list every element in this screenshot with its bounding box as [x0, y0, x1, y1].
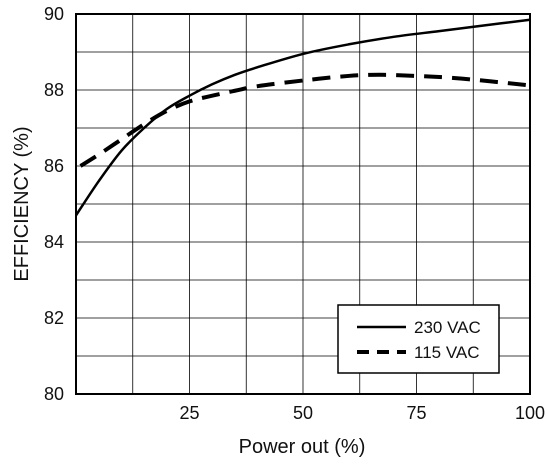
y-axis-label: EFFICIENCY (%) [11, 126, 33, 281]
legend: 230 VAC 115 VAC [337, 304, 500, 374]
x-tick-label: 25 [179, 403, 199, 423]
y-tick-label: 86 [44, 156, 64, 176]
y-tick-label: 82 [44, 308, 64, 328]
series-line-230vac [74, 18, 531, 217]
y-tick-label: 80 [44, 384, 64, 404]
y-tick-label: 88 [44, 80, 64, 100]
x-tick-label: 50 [293, 403, 313, 423]
x-axis-label: Power out (%) [239, 436, 366, 458]
series-line-115vac [79, 72, 531, 168]
y-tick-label: 84 [44, 232, 64, 252]
legend-box [337, 304, 500, 374]
grid-lines [76, 14, 530, 394]
y-tick-label: 90 [44, 4, 64, 24]
series-layer [74, 18, 531, 217]
tick-labels: 25 50 75 100 80 82 84 86 88 90 [44, 4, 545, 423]
plot-frame [75, 13, 531, 395]
x-tick-label: 75 [406, 403, 426, 423]
legend-label-230vac: 230 VAC [414, 318, 481, 337]
legend-label-115vac: 115 VAC [414, 343, 480, 362]
x-tick-label: 100 [515, 403, 545, 423]
